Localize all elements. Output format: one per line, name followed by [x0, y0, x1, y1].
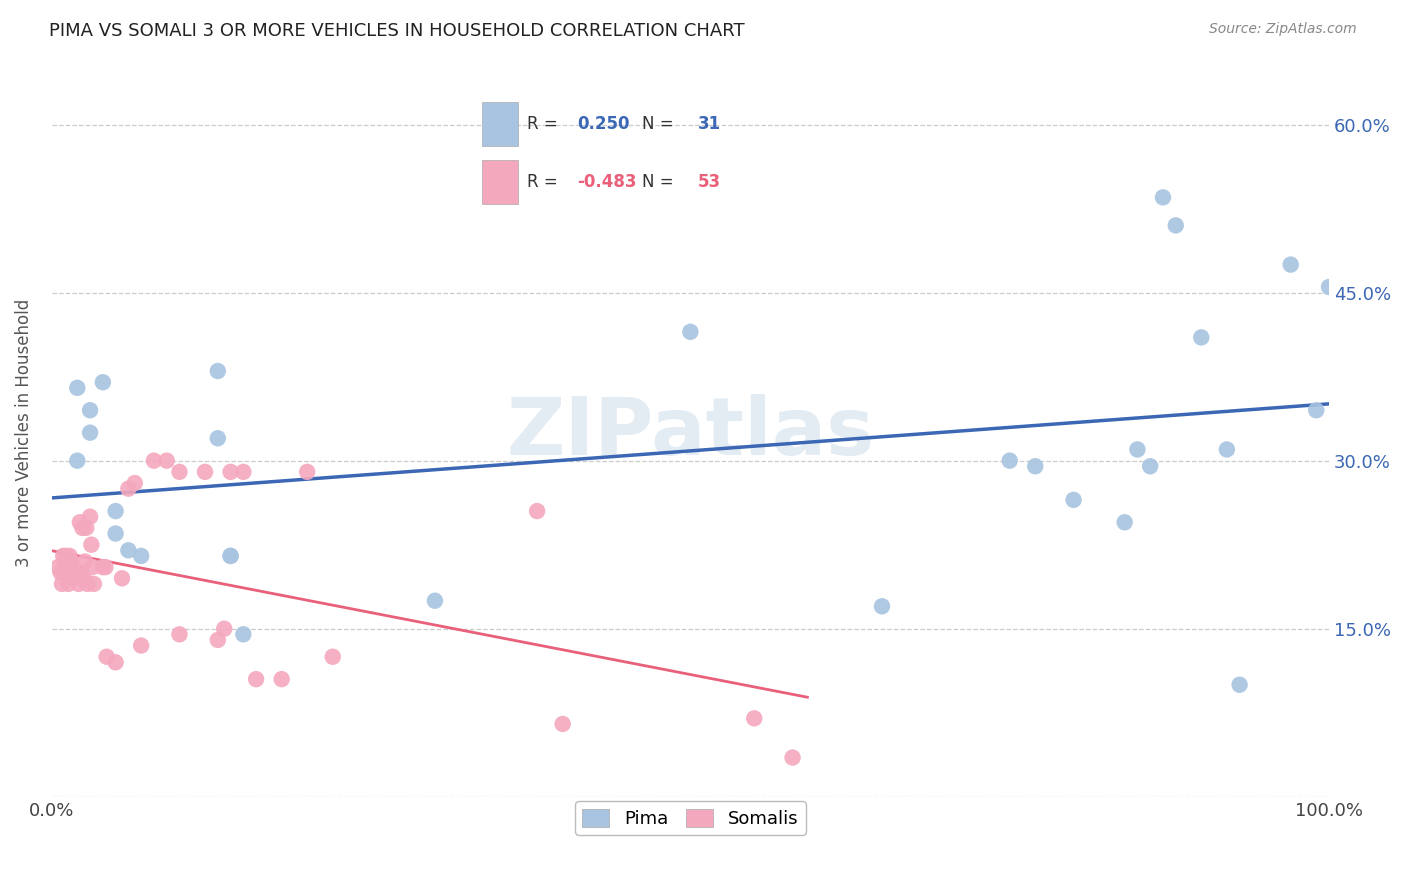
Point — [49, 566, 72, 580]
Point — [69, 516, 91, 530]
Point — [1279, 258, 1302, 272]
Point — [142, 453, 165, 467]
Point — [73, 554, 96, 568]
Point — [742, 711, 765, 725]
Point — [63, 566, 86, 580]
Point — [58, 577, 80, 591]
Point — [66, 453, 89, 467]
Point — [59, 549, 82, 563]
Point — [67, 577, 90, 591]
Point — [104, 656, 127, 670]
Point — [79, 509, 101, 524]
Point — [73, 571, 96, 585]
Point — [82, 560, 104, 574]
Point — [117, 543, 139, 558]
Point — [52, 549, 75, 563]
Point — [72, 521, 94, 535]
Point — [59, 554, 82, 568]
Point — [322, 649, 344, 664]
Point — [91, 560, 114, 574]
Point — [998, 453, 1021, 467]
Point — [80, 538, 103, 552]
Point — [1305, 403, 1327, 417]
Point — [212, 622, 235, 636]
Point — [51, 577, 73, 591]
Point — [129, 639, 152, 653]
Point — [46, 560, 69, 574]
Point — [295, 465, 318, 479]
Text: PIMA VS SOMALI 3 OR MORE VEHICLES IN HOUSEHOLD CORRELATION CHART: PIMA VS SOMALI 3 OR MORE VEHICLES IN HOU… — [49, 22, 745, 40]
Point — [104, 504, 127, 518]
Point — [1189, 330, 1212, 344]
Point — [169, 627, 191, 641]
Point — [551, 717, 574, 731]
Point — [76, 577, 98, 591]
Point — [782, 750, 804, 764]
Legend: Pima, Somalis: Pima, Somalis — [575, 801, 806, 835]
Point — [55, 549, 77, 563]
Point — [169, 465, 191, 479]
Point — [1164, 219, 1187, 233]
Y-axis label: 3 or more Vehicles in Household: 3 or more Vehicles in Household — [15, 299, 32, 566]
Point — [1126, 442, 1149, 457]
Point — [96, 649, 118, 664]
Point — [65, 566, 87, 580]
Point — [423, 593, 446, 607]
Point — [1216, 442, 1239, 457]
Point — [79, 425, 101, 440]
Point — [1024, 459, 1046, 474]
Point — [60, 560, 83, 574]
Point — [70, 566, 93, 580]
Point — [104, 526, 127, 541]
Point — [1063, 492, 1085, 507]
Point — [124, 476, 146, 491]
Point — [94, 560, 117, 574]
Point — [207, 431, 229, 445]
Point — [66, 381, 89, 395]
Point — [111, 571, 134, 585]
Point — [207, 632, 229, 647]
Point — [232, 465, 254, 479]
Point — [194, 465, 217, 479]
Point — [129, 549, 152, 563]
Point — [1229, 678, 1251, 692]
Point — [1139, 459, 1161, 474]
Point — [232, 627, 254, 641]
Point — [1114, 516, 1136, 530]
Point — [56, 566, 79, 580]
Point — [870, 599, 893, 614]
Point — [79, 403, 101, 417]
Point — [219, 549, 242, 563]
Point — [75, 521, 97, 535]
Point — [207, 364, 229, 378]
Point — [66, 566, 89, 580]
Point — [60, 571, 83, 585]
Point — [219, 465, 242, 479]
Point — [219, 549, 242, 563]
Point — [156, 453, 179, 467]
Text: Source: ZipAtlas.com: Source: ZipAtlas.com — [1209, 22, 1357, 37]
Point — [91, 376, 114, 390]
Point — [117, 482, 139, 496]
Point — [53, 566, 76, 580]
Point — [270, 672, 292, 686]
Point — [526, 504, 548, 518]
Point — [1317, 280, 1340, 294]
Point — [1152, 190, 1174, 204]
Point — [679, 325, 702, 339]
Point — [53, 560, 76, 574]
Point — [83, 577, 105, 591]
Text: ZIPatlas: ZIPatlas — [506, 393, 875, 472]
Point — [245, 672, 267, 686]
